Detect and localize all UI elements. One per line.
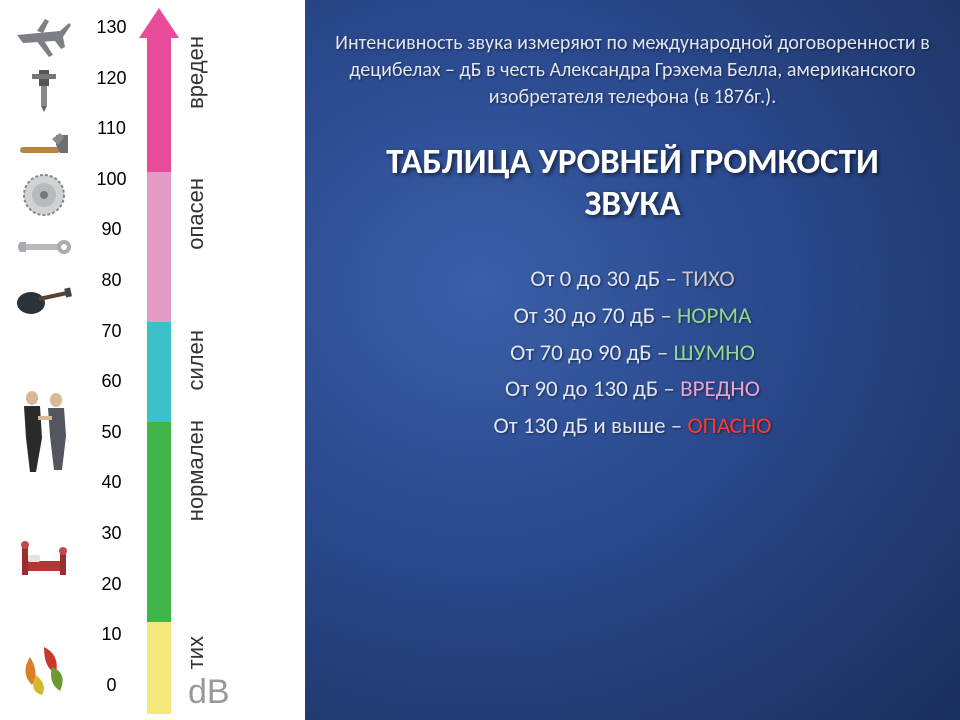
scale-value: 10 — [84, 625, 139, 643]
level-row: От 30 до 70 дБ – НОРМА — [335, 298, 930, 335]
loudness-levels-list: От 0 до 30 дБ – ТИХО От 30 до 70 дБ – НО… — [335, 261, 930, 445]
level-tag: ШУМНО — [674, 339, 755, 367]
hammer-icon — [4, 117, 84, 167]
bar-segment-normal — [147, 422, 171, 622]
level-tag: ВРЕДНО — [680, 375, 760, 403]
scale-value: 30 — [84, 524, 139, 542]
slide-title: Таблица уровней громкости звука — [335, 141, 930, 225]
jet-plane-icon — [4, 12, 84, 62]
bar-labels-column: вреден опасен силен нормален тих — [179, 8, 213, 712]
level-tag: ТИХО — [682, 265, 735, 293]
bar-label-dangerous: опасен — [183, 178, 209, 250]
level-row: От 70 до 90 дБ – ШУМНО — [335, 335, 930, 372]
intensity-bar — [139, 8, 179, 712]
leaves-icon — [4, 640, 84, 700]
bar-segment-harmful — [147, 36, 171, 172]
scale-value: 110 — [84, 119, 139, 137]
bar-segment-strong — [147, 322, 171, 422]
bar-label-harmful: вреден — [183, 36, 209, 109]
scale-value: 60 — [84, 372, 139, 390]
text-panel: Интенсивность звука измеряют по междунар… — [305, 0, 960, 720]
scale-icons-column — [4, 8, 84, 712]
circular-saw-icon — [4, 170, 84, 220]
people-talking-icon — [4, 380, 84, 480]
blank-40 — [4, 482, 84, 532]
jackhammer-icon — [4, 65, 84, 115]
bar-segment-dangerous — [147, 172, 171, 322]
scale-value: 100 — [84, 170, 139, 188]
scale-value: 20 — [84, 575, 139, 593]
db-unit-label: dB — [188, 673, 230, 712]
level-tag: ОПАСНО — [687, 412, 771, 440]
level-row: От 90 до 130 дБ – ВРЕДНО — [335, 371, 930, 408]
level-range: От 30 до 70 дБ – — [514, 302, 677, 330]
level-range: От 70 до 90 дБ – — [510, 339, 673, 367]
level-tag: НОРМА — [677, 302, 751, 330]
bar-label-quiet: тих — [183, 636, 209, 669]
scale-value: 70 — [84, 322, 139, 340]
scale-value: 50 — [84, 423, 139, 441]
bar-segments — [147, 36, 171, 714]
scale-value: 0 — [84, 676, 139, 694]
slide: 130 120 110 100 90 80 70 60 50 40 30 20 … — [0, 0, 960, 720]
intro-paragraph: Интенсивность звука измеряют по междунар… — [335, 30, 930, 111]
level-row: От 130 дБ и выше – ОПАСНО — [335, 408, 930, 445]
level-range: От 130 дБ и выше – — [494, 412, 688, 440]
level-range: От 0 до 30 дБ – — [530, 265, 682, 293]
scale-values-column: 130 120 110 100 90 80 70 60 50 40 30 20 … — [84, 8, 139, 712]
blank-20 — [4, 587, 84, 637]
scale-value: 90 — [84, 220, 139, 238]
arrow-up-icon — [139, 8, 179, 38]
bar-label-strong: силен — [183, 330, 209, 391]
bed-icon — [4, 535, 84, 585]
decibel-scale-panel: 130 120 110 100 90 80 70 60 50 40 30 20 … — [0, 0, 305, 720]
bar-label-normal: нормален — [183, 420, 209, 521]
level-range: От 90 до 130 дБ – — [505, 375, 680, 403]
bar-segment-quiet — [147, 622, 171, 714]
level-row: От 0 до 30 дБ – ТИХО — [335, 261, 930, 298]
electric-guitar-icon — [4, 275, 84, 325]
scale-value: 40 — [84, 473, 139, 491]
blank-70 — [4, 327, 84, 377]
scale-value: 130 — [84, 18, 139, 36]
scale-value: 120 — [84, 69, 139, 87]
wrench-icon — [4, 222, 84, 272]
scale-value: 80 — [84, 271, 139, 289]
